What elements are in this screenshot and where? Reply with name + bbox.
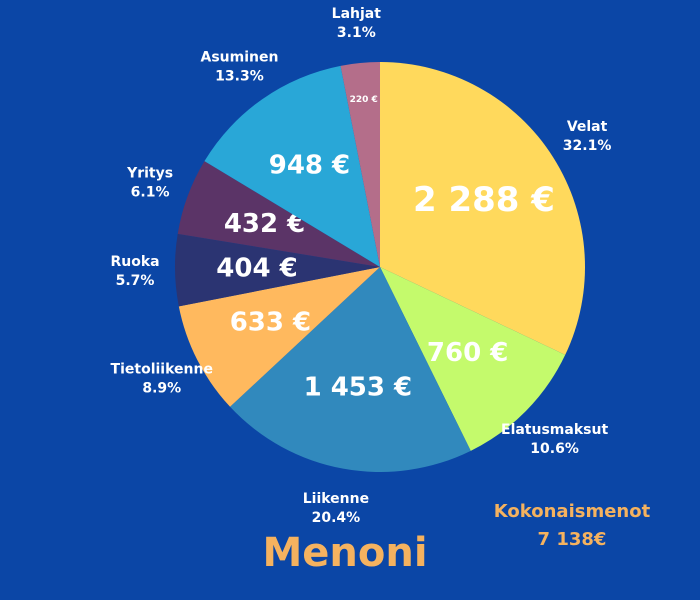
pie: 2 288 € Velat 32.1% 760 € Elatusmaksut 10.6% 1… <box>110 6 611 526</box>
category-label: Yritys <box>126 165 173 181</box>
value-label: 1 453 € <box>304 372 413 402</box>
pie-slice <box>177 161 380 267</box>
value-label: 948 € <box>269 151 350 181</box>
percent-label: 5.7% <box>116 273 155 289</box>
value-label: 404 € <box>216 253 297 283</box>
pie-slice <box>204 65 380 267</box>
chart-title: Menoni <box>262 530 427 576</box>
category-label: Tietoliikenne <box>111 361 213 377</box>
percent-label: 10.6% <box>530 441 579 457</box>
value-label: 432 € <box>224 209 305 239</box>
value-label: 633 € <box>230 307 311 337</box>
value-label: 760 € <box>427 338 508 368</box>
category-label: Asuminen <box>200 49 278 65</box>
pie-slice <box>178 267 380 407</box>
pie-slice <box>175 233 380 307</box>
value-label: 2 288 € <box>413 180 555 220</box>
category-label: Liikenne <box>303 491 369 507</box>
percent-label: 6.1% <box>131 184 170 200</box>
category-label: Ruoka <box>110 254 159 270</box>
pie-slice <box>380 62 585 355</box>
percent-label: 8.9% <box>142 380 181 396</box>
category-label: Elatusmaksut <box>501 422 608 438</box>
total-value: 7 138€ <box>538 529 607 550</box>
percent-label: 20.4% <box>312 510 361 526</box>
category-label: Lahjat <box>332 6 382 22</box>
total-label: Kokonaismenot <box>494 501 651 522</box>
pie-slice <box>380 267 566 451</box>
category-label: Velat <box>567 119 608 135</box>
percent-label: 3.1% <box>337 25 376 41</box>
pie-slice <box>340 62 380 267</box>
percent-label: 32.1% <box>563 138 612 154</box>
value-label: 220 € <box>350 95 378 105</box>
percent-label: 13.3% <box>215 68 264 84</box>
pie-slice <box>230 267 471 472</box>
